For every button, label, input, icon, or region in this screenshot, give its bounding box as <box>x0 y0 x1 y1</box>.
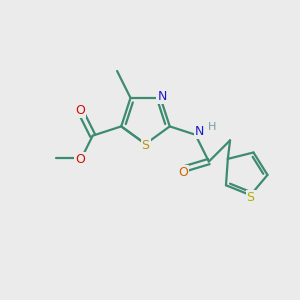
Text: N: N <box>157 90 167 103</box>
Text: N: N <box>195 125 205 138</box>
Text: H: H <box>208 122 216 132</box>
Text: O: O <box>75 154 85 166</box>
Text: O: O <box>178 166 188 179</box>
Text: S: S <box>247 191 254 204</box>
Text: O: O <box>75 104 85 117</box>
Text: S: S <box>142 139 149 152</box>
